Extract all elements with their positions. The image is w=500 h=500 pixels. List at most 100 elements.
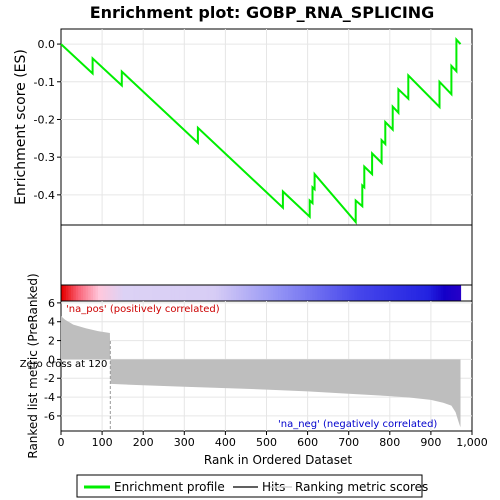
colorbar-segment [263, 285, 267, 301]
colorbar-segment [433, 285, 437, 301]
colorbar-segment [396, 285, 400, 301]
colorbar-segment [83, 285, 87, 301]
colorbar-segment [134, 285, 139, 301]
es-y-tick-label: -0.4 [34, 189, 55, 202]
legend-label-enrichment-profile: Enrichment profile [114, 480, 225, 494]
colorbar-segment [445, 285, 449, 301]
colorbar-segment [199, 285, 203, 301]
colorbar-segment [97, 285, 102, 301]
colorbar-segment [241, 285, 245, 301]
colorbar-segment [70, 285, 74, 301]
colorbar-segment [295, 285, 299, 301]
colorbar-segment [231, 285, 235, 301]
colorbar-segment [255, 285, 259, 301]
metric-y-tick-label: 2 [48, 335, 55, 348]
colorbar-segment [440, 285, 444, 301]
colorbar-segment [223, 285, 227, 301]
colorbar-segment [329, 285, 333, 301]
x-tick-label: 700 [338, 436, 359, 449]
colorbar-segment [388, 285, 393, 301]
colorbar-segment [204, 285, 208, 301]
colorbar-segment [381, 285, 385, 301]
colorbar-segment [324, 285, 328, 301]
colorbar-segment [162, 285, 166, 301]
colorbar-segment [95, 285, 99, 301]
ranking-colorbar [60, 284, 473, 302]
colorbar-segment [176, 285, 180, 301]
x-tick-label: 500 [256, 436, 277, 449]
colorbar-segment [361, 285, 365, 301]
colorbar-segment [356, 285, 360, 301]
colorbar-segment [115, 285, 119, 301]
colorbar-segment [312, 285, 316, 301]
metric-panel: Zero cross at 120 'na_pos' (positively c… [20, 273, 473, 459]
colorbar-segment [250, 285, 254, 301]
colorbar-segment [238, 285, 242, 301]
metric-y-tick-label: 0 [48, 353, 55, 366]
colorbar-segment [406, 285, 410, 301]
colorbar-segment [147, 285, 151, 301]
metric-y-tick-label: 4 [48, 316, 55, 329]
colorbar-segment [386, 285, 390, 301]
colorbar-segment [132, 285, 136, 301]
colorbar-segment [337, 285, 341, 301]
colorbar-segment [438, 285, 442, 301]
colorbar-segment [307, 285, 311, 301]
colorbar-segment [425, 285, 430, 301]
colorbar-segment [201, 285, 205, 301]
colorbar-segment [243, 285, 247, 301]
colorbar-segment [110, 285, 114, 301]
colorbar-segment [100, 285, 104, 301]
colorbar-segment [297, 285, 301, 301]
x-tick-label: 800 [379, 436, 400, 449]
colorbar-segment [300, 285, 304, 301]
colorbar-segment [102, 285, 106, 301]
colorbar-segment [191, 285, 195, 301]
colorbar-segment [179, 285, 183, 301]
colorbar-segment [208, 285, 213, 301]
colorbar-segment [265, 285, 269, 301]
colorbar-segment [364, 285, 368, 301]
colorbar-segment [268, 285, 272, 301]
colorbar-segment [347, 285, 351, 301]
colorbar-segment [184, 285, 188, 301]
colorbar-segment [120, 285, 124, 301]
colorbar-segment [401, 285, 405, 301]
colorbar-segment [302, 285, 306, 301]
colorbar-segment [221, 285, 225, 301]
colorbar-segment [194, 285, 198, 301]
negative-correlation-label: 'na_neg' (negatively correlated) [278, 419, 437, 430]
colorbar-segment [322, 285, 326, 301]
colorbar-segment [339, 285, 343, 301]
colorbar-segment [164, 285, 168, 301]
colorbar-segment [149, 285, 153, 301]
es-y-tick-label: -0.1 [34, 76, 55, 89]
colorbar-segment [327, 285, 331, 301]
colorbar-segment [275, 285, 279, 301]
colorbar-segment [416, 285, 420, 301]
colorbar-segment [391, 285, 395, 301]
colorbar-segment [117, 285, 121, 301]
es-panel: 0.0 -0.1 -0.2 -0.3 -0.4 Enrichment score (ES… [13, 28, 473, 285]
colorbar-segment [93, 285, 97, 301]
ranking-metric-area [61, 316, 461, 428]
colorbar-segment [282, 285, 287, 301]
colorbar-segment [186, 285, 190, 301]
colorbar-segment [315, 285, 319, 301]
colorbar-segment [273, 285, 277, 301]
colorbar-segment [305, 285, 309, 301]
colorbar-segment [253, 285, 257, 301]
colorbar-segment [157, 285, 161, 301]
colorbar-segment [450, 285, 454, 301]
colorbar-segment [78, 285, 82, 301]
hits-area [60, 224, 473, 286]
colorbar-segment [171, 285, 176, 301]
colorbar-segment [248, 285, 252, 301]
colorbar-segment [435, 285, 439, 301]
colorbar-segment [137, 285, 141, 301]
colorbar-segment [216, 285, 220, 301]
es-y-tick-label: -0.3 [34, 151, 55, 164]
colorbar-segment [63, 285, 67, 301]
colorbar-segment [455, 285, 459, 301]
